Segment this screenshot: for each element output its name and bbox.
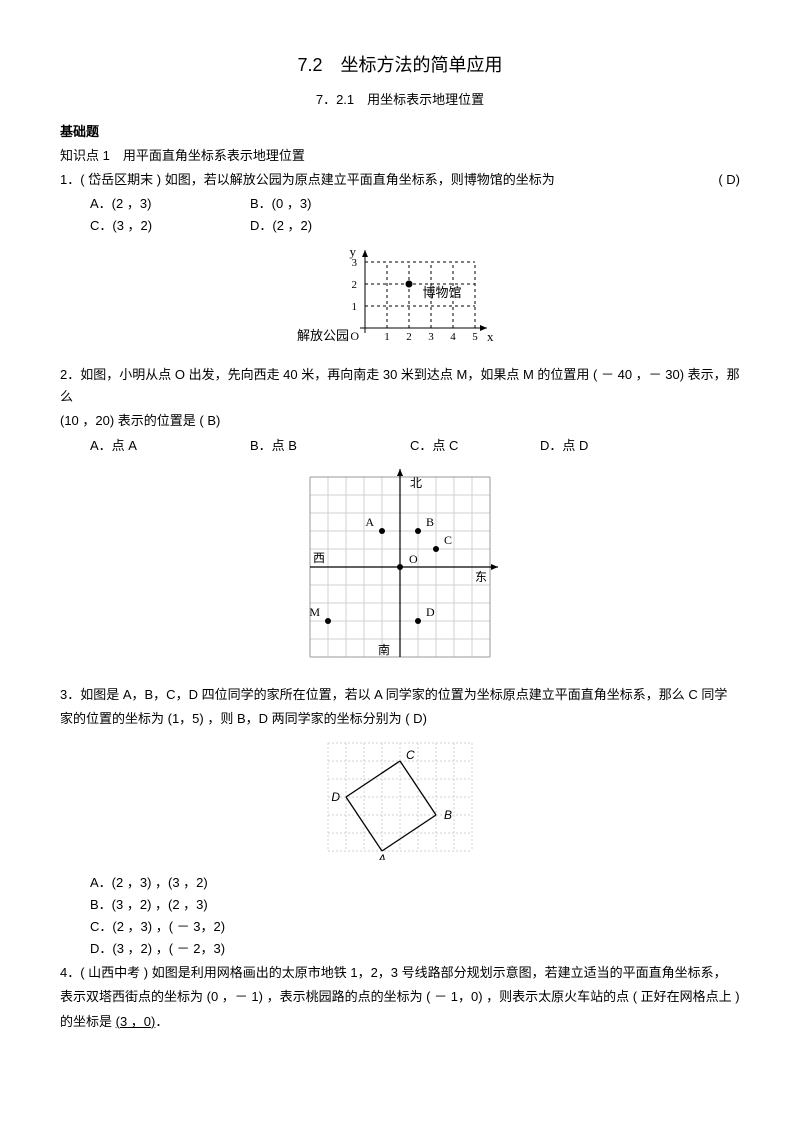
question-1: 1．( 岱岳区期末 ) 如图，若以解放公园为原点建立平面直角坐标系，则博物馆的坐… [60,169,740,191]
svg-text:5: 5 [472,331,478,343]
q1-opt-d: D．(2 ，2) [250,215,410,237]
svg-text:D: D [331,790,340,804]
q3-opt-b: B．(3 ，2) ，(2 ，3) [60,894,740,916]
svg-text:西: 西 [313,551,325,565]
svg-text:2: 2 [352,279,358,291]
q1-answer: ( D) [718,169,740,191]
q2-opt-d: D．点 D [540,435,670,457]
q2-opt-b: B．点 B [250,435,410,457]
svg-text:C: C [444,533,452,547]
q4-l3a: 的坐标是 [60,1014,116,1029]
question-4-line1: 4．( 山西中考 ) 如图是利用网格画出的太原市地铁 1，2，3 号线路部分规划… [60,962,740,984]
q1-text: 1．( 岱岳区期末 ) 如图，若以解放公园为原点建立平面直角坐标系，则博物馆的坐… [60,172,555,187]
svg-text:O: O [350,329,359,343]
q2-opt-a: A．点 A [90,435,250,457]
q1-opt-b: B．(0 ，3) [250,193,410,215]
page-title: 7.2 坐标方法的简单应用 [60,50,740,81]
question-2-line1: 2．如图，小明从点 O 出发，先向西走 40 米，再向南走 30 米到达点 M，… [60,364,740,408]
knowledge-point: 知识点 1 用平面直角坐标系表示地理位置 [60,145,740,167]
q4-l3b: ． [155,1014,168,1029]
svg-text:2: 2 [406,331,412,343]
svg-text:C: C [406,748,415,762]
q1-opt-a: A．(2 ，3) [90,193,250,215]
q3-opt-c: C．(2 ，3) ，( － 3，2) [60,916,740,938]
q2-options: A．点 A B．点 B C．点 C D．点 D [60,435,740,457]
svg-text:北: 北 [410,476,422,490]
svg-text:A: A [365,515,374,529]
question-4-line3: 的坐标是 (3 ，0)． [60,1011,740,1033]
svg-text:1: 1 [352,301,358,313]
q3-opt-a: A．(2 ，3) ，(3 ，2) [60,872,740,894]
svg-text:东: 东 [475,570,487,584]
q1-options-2: C．(3 ，2) D．(2 ，2) [60,215,740,237]
svg-text:B: B [426,515,434,529]
figure-1: 12345123Oxy博物馆解放公园 [60,242,740,359]
svg-text:B: B [444,808,452,822]
q4-answer-underline: (3 ，0) [116,1014,156,1029]
section-heading: 基础题 [60,121,740,143]
svg-text:M: M [309,605,320,619]
svg-text:解放公园: 解放公园 [297,328,349,343]
question-3-line2: 家的位置的坐标为 (1，5) ，则 B，D 两同学家的坐标分别为 ( D) [60,708,740,730]
svg-text:D: D [426,605,435,619]
figure-2: 北南 东 西 O A BC M D [60,462,740,679]
q1-opt-c: C．(3 ，2) [90,215,250,237]
svg-text:3: 3 [428,331,434,343]
svg-text:1: 1 [384,331,390,343]
figure-3: A B C D [60,735,740,867]
svg-text:A: A [377,852,386,860]
q3-opt-d: D．(3 ，2) ，( － 2，3) [60,938,740,960]
question-2-line2: (10 ，20) 表示的位置是 ( B) [60,410,740,432]
question-3-line1: 3．如图是 A，B，C，D 四位同学的家所在位置，若以 A 同学家的位置为坐标原… [60,684,740,706]
question-4-line2: 表示双塔西街点的坐标为 (0 ，－ 1) ，表示桃园路的点的坐标为 ( － 1，… [60,986,740,1008]
q1-options: A．(2 ，3) B．(0 ，3) [60,193,740,215]
svg-text:南: 南 [378,642,390,657]
svg-text:博物馆: 博物馆 [422,285,461,300]
svg-text:4: 4 [450,331,456,343]
q2-opt-c: C．点 C [410,435,540,457]
svg-text:O: O [409,552,418,566]
svg-text:y: y [350,244,357,259]
page-subtitle: 7．2.1 用坐标表示地理位置 [60,89,740,111]
svg-text:x: x [487,329,494,344]
